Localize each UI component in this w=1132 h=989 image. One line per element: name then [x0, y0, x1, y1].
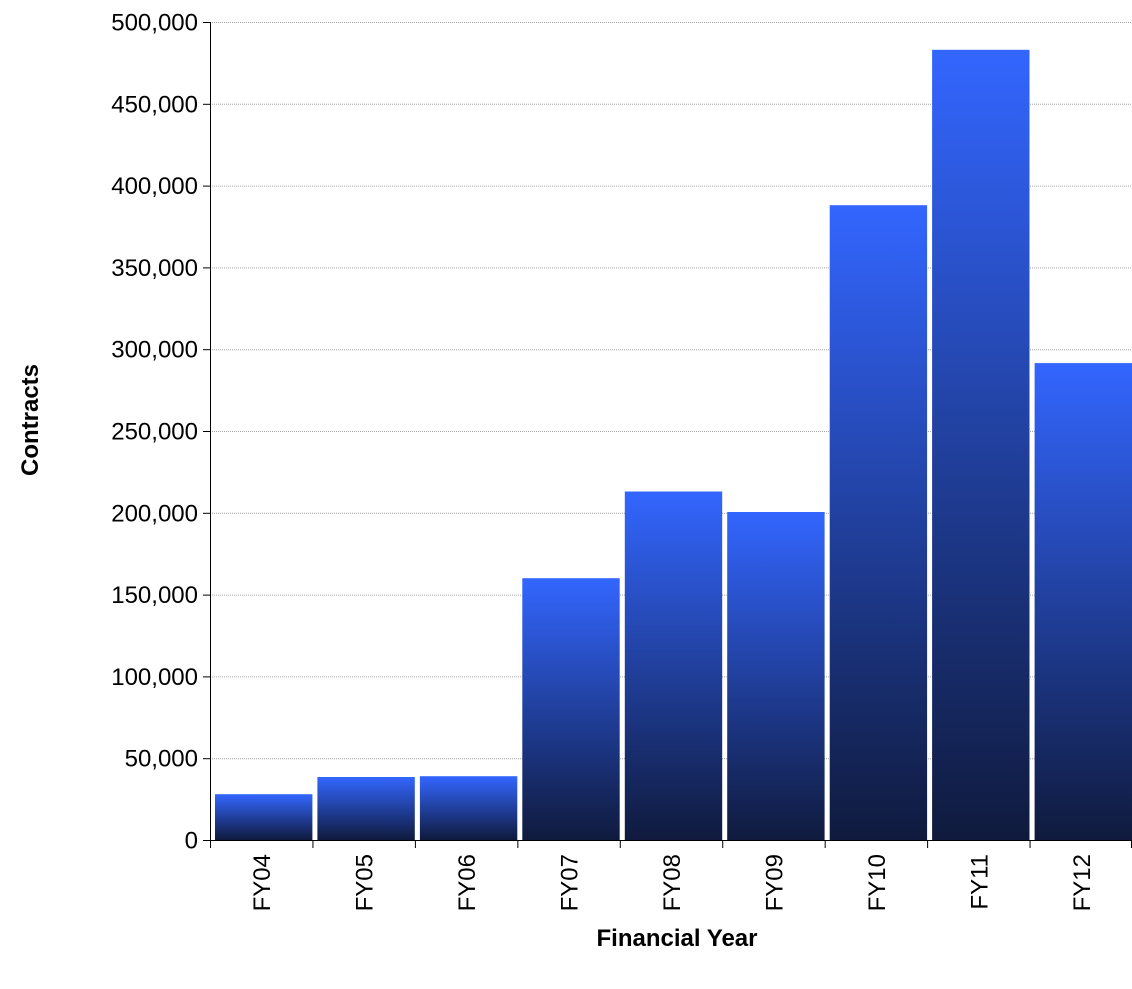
x-tick-label: FY05: [352, 854, 379, 911]
y-tick-label: 150,000: [111, 582, 198, 609]
bar-fy09: [727, 512, 825, 840]
bar-fy07: [522, 578, 620, 840]
bar-fy10: [829, 205, 928, 840]
x-tick-label: FY04: [249, 854, 276, 911]
y-tick-label: 450,000: [111, 91, 198, 118]
bar-fy12: [1034, 363, 1132, 840]
x-tick-label: FY06: [454, 854, 481, 911]
bars: [215, 49, 1132, 841]
y-tick-label: 300,000: [111, 337, 198, 364]
x-tick-label: FY09: [761, 854, 788, 911]
y-tick-label: 400,000: [111, 173, 198, 200]
x-axis-title: Financial Year: [597, 925, 758, 952]
x-tick-label: FY08: [659, 854, 686, 911]
y-tick-label: 0: [185, 828, 198, 855]
bar-fy08: [624, 491, 723, 840]
axes: [203, 22, 1132, 848]
tick-labels: 0 50,000 100,000 150,000 200,000 250,000 300,0…: [111, 10, 1096, 912]
y-tick-label: 500,000: [111, 10, 198, 37]
y-tick-label: 250,000: [111, 419, 198, 446]
y-tick-label: 350,000: [111, 255, 198, 282]
bar-fy06: [419, 776, 518, 840]
y-tick-label: 100,000: [111, 664, 198, 691]
x-tick-label: FY10: [864, 854, 891, 911]
x-tick-label: FY07: [557, 854, 584, 911]
bar-fy11: [932, 49, 1030, 841]
y-tick-label: 200,000: [111, 500, 198, 527]
x-tick-label: FY11: [966, 854, 993, 910]
y-axis-title: Contracts: [17, 364, 44, 476]
bar-fy05: [317, 777, 415, 840]
bar-fy04: [215, 794, 313, 840]
x-tick-label: FY12: [1069, 854, 1096, 911]
y-tick-label: 50,000: [125, 746, 198, 773]
